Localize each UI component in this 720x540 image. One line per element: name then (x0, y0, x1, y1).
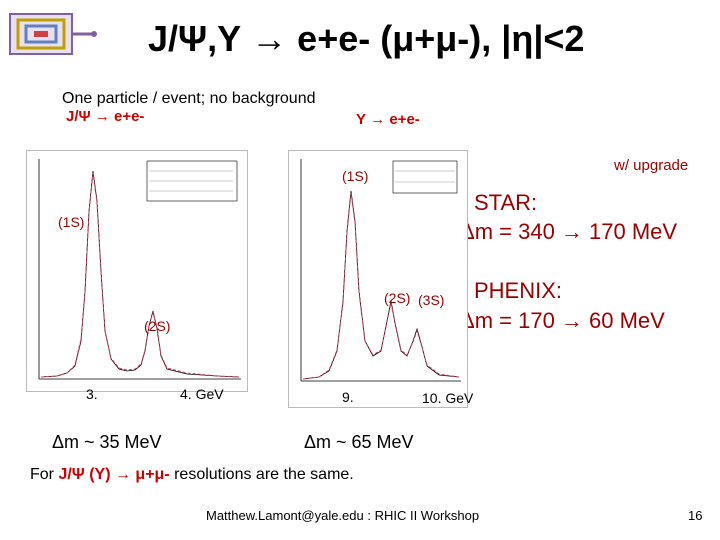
upsilon-1s-label: (1S) (342, 168, 369, 184)
page-number: 16 (688, 508, 703, 523)
logo-graphic (9, 13, 97, 55)
credit-line: Matthew.Lamont@yale.edu : RHIC II Worksh… (206, 508, 480, 523)
phenix-label: PHENIX: (474, 278, 563, 303)
footer-suffix: resolutions are the same. (169, 466, 354, 483)
jpsi-2s-label: (2S) (144, 318, 171, 334)
subtitle: One particle / event; no background (62, 90, 316, 107)
upsilon-histogram (288, 150, 468, 408)
jpsi-resolution: Δm ~ 35 MeV (52, 432, 162, 452)
jpsi-histogram (26, 150, 248, 392)
upsilon-histogram-plot (300, 159, 461, 382)
upsilon-3s-label: (3S) (418, 292, 445, 308)
jpsi-label: J/Ψ → e+e- (66, 108, 145, 125)
jpsi-1s-label: (1S) (58, 214, 85, 230)
upsilon-axis-end: 10. GeV (422, 390, 474, 406)
star-label: STAR: (474, 190, 538, 215)
upsilon-resolution: Δm ~ 65 MeV (304, 432, 414, 452)
jpsi-axis-end: 4. GeV (180, 386, 224, 402)
upgrade-note: w/ upgrade (614, 157, 689, 174)
slide-title: J/Ψ,Υ → e+e- (μ+μ-), |η|<2 (148, 18, 585, 59)
upsilon-2s-label: (2S) (384, 290, 411, 306)
star-resolution: Δm = 340 → 170 MeV (460, 219, 678, 244)
jpsi-histogram-plot (38, 159, 241, 380)
phenix-resolution: Δm = 170 → 60 MeV (460, 308, 665, 333)
jpsi-axis-start: 3. (86, 386, 98, 402)
upsilon-axis-start: 9. (342, 389, 354, 405)
logo (8, 10, 98, 58)
upsilon-label: Υ → e+e- (356, 111, 420, 128)
footer-note: For J/Ψ (Υ) → μ+μ- resolutions are the s… (30, 466, 354, 484)
footer-prefix: For (30, 466, 59, 483)
footer-highlight: J/Ψ (Υ) → μ+μ- (58, 466, 170, 483)
